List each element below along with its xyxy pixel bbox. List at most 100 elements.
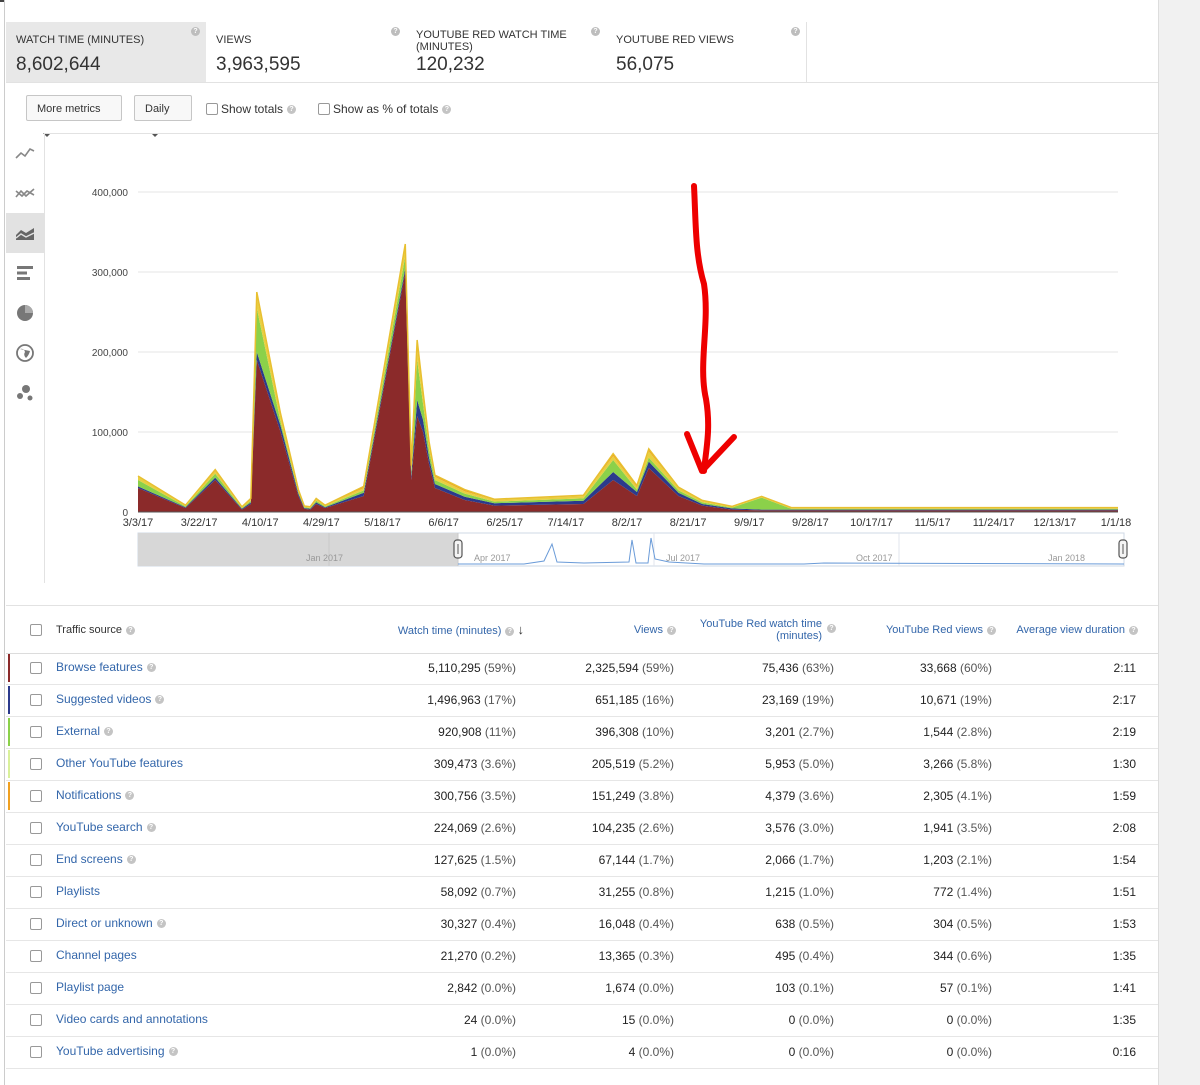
help-icon[interactable]: ? bbox=[391, 27, 400, 36]
series-area-browse-features[interactable] bbox=[138, 272, 1118, 512]
row-checkbox[interactable] bbox=[30, 790, 42, 802]
cell-views: 31,255 (0.8%) bbox=[599, 885, 674, 899]
row-checkbox[interactable] bbox=[30, 982, 42, 994]
table-row[interactable]: Browse features? 5,110,295 (59%) 2,325,594… bbox=[6, 652, 1158, 685]
bubble-chart-icon[interactable] bbox=[6, 373, 44, 413]
cell-red-views: 344 (0.6%) bbox=[933, 949, 992, 963]
row-checkbox[interactable] bbox=[30, 726, 42, 738]
interval-dropdown[interactable]: Daily bbox=[134, 95, 192, 138]
traffic-source-link[interactable]: Notifications? bbox=[56, 788, 135, 802]
help-icon[interactable]: ? bbox=[827, 624, 836, 633]
stacked-area-chart-icon[interactable] bbox=[6, 213, 44, 253]
help-icon[interactable]: ? bbox=[126, 855, 136, 865]
row-checkbox[interactable] bbox=[30, 950, 42, 962]
traffic-source-link[interactable]: Other YouTube features bbox=[56, 756, 183, 770]
row-checkbox[interactable] bbox=[30, 662, 42, 674]
traffic-source-link[interactable]: Video cards and annotations bbox=[56, 1012, 208, 1026]
show-totals-checkbox[interactable] bbox=[206, 103, 218, 115]
tile-red-views[interactable]: YOUTUBE RED VIEWS 56,075 ? bbox=[606, 22, 807, 82]
help-icon[interactable]: ? bbox=[104, 727, 114, 737]
row-checkbox[interactable] bbox=[30, 694, 42, 706]
select-all-checkbox[interactable] bbox=[30, 624, 42, 636]
row-checkbox[interactable] bbox=[30, 822, 42, 834]
help-icon[interactable]: ? bbox=[156, 919, 166, 929]
help-icon[interactable]: ? bbox=[155, 695, 165, 705]
traffic-source-link[interactable]: YouTube search? bbox=[56, 820, 156, 834]
show-pct-checkbox[interactable] bbox=[318, 103, 330, 115]
header-traffic-source[interactable]: Traffic source? bbox=[56, 624, 136, 636]
line-chart-icon[interactable] bbox=[6, 133, 44, 173]
table-row[interactable]: Video cards and annotations 24 (0.0%) 15 (… bbox=[6, 1004, 1158, 1037]
traffic-source-link[interactable]: External? bbox=[56, 724, 114, 738]
row-checkbox[interactable] bbox=[30, 918, 42, 930]
header-red-views[interactable]: YouTube Red views? bbox=[846, 624, 996, 636]
traffic-source-link[interactable]: Suggested videos? bbox=[56, 692, 165, 706]
help-icon[interactable]: ? bbox=[791, 27, 800, 36]
sort-desc-icon: ↓ bbox=[517, 622, 525, 637]
traffic-source-link[interactable]: Playlists bbox=[56, 884, 100, 898]
bar-chart-icon[interactable] bbox=[6, 253, 44, 293]
table-row[interactable]: End screens? 127,625 (1.5%) 67,144 (1.7%) 2… bbox=[6, 844, 1158, 877]
cell-red-views: 1,544 (2.8%) bbox=[923, 725, 992, 739]
cell-views: 151,249 (3.8%) bbox=[592, 789, 674, 803]
tile-red-watch-time[interactable]: YOUTUBE RED WATCH TIME (MINUTES) 120,232… bbox=[406, 22, 607, 82]
row-checkbox[interactable] bbox=[30, 1014, 42, 1026]
tile-watch-time[interactable]: WATCH TIME (MINUTES) 8,602,644 ? bbox=[6, 22, 207, 82]
tile-value: 56,075 bbox=[616, 54, 675, 75]
y-tick-label: 400,000 bbox=[92, 188, 129, 199]
header-avg-duration[interactable]: Average view duration? bbox=[996, 624, 1138, 636]
table-row[interactable]: Other YouTube features 309,473 (3.6%) 205,… bbox=[6, 748, 1158, 781]
row-checkbox[interactable] bbox=[30, 886, 42, 898]
table-row[interactable]: Direct or unknown? 30,327 (0.4%) 16,048 (0… bbox=[6, 908, 1158, 941]
help-icon[interactable]: ? bbox=[146, 663, 156, 673]
help-icon[interactable]: ? bbox=[191, 27, 200, 36]
traffic-source-link[interactable]: End screens? bbox=[56, 852, 136, 866]
header-red-watch-time[interactable]: YouTube Red watch time (minutes)? bbox=[676, 618, 836, 642]
more-metrics-button[interactable]: More metrics bbox=[26, 95, 122, 138]
table-row[interactable]: Playlist page 2,842 (0.0%) 1,674 (0.0%) 103… bbox=[6, 972, 1158, 1005]
row-checkbox[interactable] bbox=[30, 1046, 42, 1058]
range-navigator[interactable]: Jan 2017 Apr 2017 Jul 2017 Oct 2017 Jan … bbox=[137, 532, 1128, 567]
header-watch-time[interactable]: Watch time (minutes)? ↓ bbox=[306, 622, 525, 637]
help-icon[interactable]: ? bbox=[126, 625, 136, 635]
help-icon[interactable]: ? bbox=[1129, 625, 1138, 635]
help-icon[interactable]: ? bbox=[146, 823, 156, 833]
table-row[interactable]: Channel pages 21,270 (0.2%) 13,365 (0.3%) 4… bbox=[6, 940, 1158, 973]
header-views[interactable]: Views? bbox=[566, 624, 676, 636]
help-icon[interactable]: ? bbox=[168, 1047, 178, 1057]
tile-views[interactable]: VIEWS 3,963,595 ? bbox=[206, 22, 407, 82]
globe-map-icon[interactable] bbox=[6, 333, 44, 373]
traffic-source-link[interactable]: Direct or unknown? bbox=[56, 916, 166, 930]
help-icon[interactable]: ? bbox=[125, 791, 135, 801]
row-checkbox[interactable] bbox=[30, 758, 42, 770]
source-name: Channel pages bbox=[56, 948, 137, 962]
cell-red-watch-time: 638 (0.5%) bbox=[775, 917, 834, 931]
navigator-left-handle[interactable] bbox=[453, 539, 463, 559]
multi-line-chart-icon[interactable] bbox=[6, 173, 44, 213]
cell-value: 1:35 bbox=[1112, 1013, 1136, 1027]
table-row[interactable]: YouTube advertising? 1 (0.0%) 4 (0.0%) 0 (0… bbox=[6, 1036, 1158, 1069]
navigator-right-handle[interactable] bbox=[1118, 539, 1128, 559]
help-icon[interactable]: ? bbox=[591, 27, 600, 36]
traffic-source-link[interactable]: Playlist page bbox=[56, 980, 124, 994]
cell-views: 15 (0.0%) bbox=[622, 1013, 674, 1027]
table-row[interactable]: Suggested videos? 1,496,963 (17%) 651,185 … bbox=[6, 684, 1158, 717]
help-icon[interactable]: ? bbox=[987, 625, 996, 635]
traffic-source-link[interactable]: YouTube advertising? bbox=[56, 1044, 178, 1058]
table-row[interactable]: YouTube search? 224,069 (2.6%) 104,235 (2.… bbox=[6, 812, 1158, 845]
row-checkbox[interactable] bbox=[30, 854, 42, 866]
cell-red-views: 10,671 (19%) bbox=[920, 693, 992, 707]
help-icon[interactable]: ? bbox=[667, 625, 676, 635]
table-row[interactable]: Playlists 58,092 (0.7%) 31,255 (0.8%) 1,215… bbox=[6, 876, 1158, 909]
cell-percent: (3.5%) bbox=[480, 789, 516, 803]
cell-percent: (0.0%) bbox=[798, 1013, 834, 1027]
table-row[interactable]: External? 920,908 (11%) 396,308 (10%) 3,201… bbox=[6, 716, 1158, 749]
traffic-source-link[interactable]: Channel pages bbox=[56, 948, 137, 962]
cell-avg-duration: 1:59 bbox=[1113, 789, 1136, 803]
traffic-source-link[interactable]: Browse features? bbox=[56, 660, 156, 674]
table-row[interactable]: Notifications? 300,756 (3.5%) 151,249 (3.8… bbox=[6, 780, 1158, 813]
pie-chart-icon[interactable] bbox=[6, 293, 44, 333]
help-icon[interactable]: ? bbox=[287, 105, 297, 115]
help-icon[interactable]: ? bbox=[442, 105, 452, 115]
help-icon[interactable]: ? bbox=[505, 626, 515, 636]
